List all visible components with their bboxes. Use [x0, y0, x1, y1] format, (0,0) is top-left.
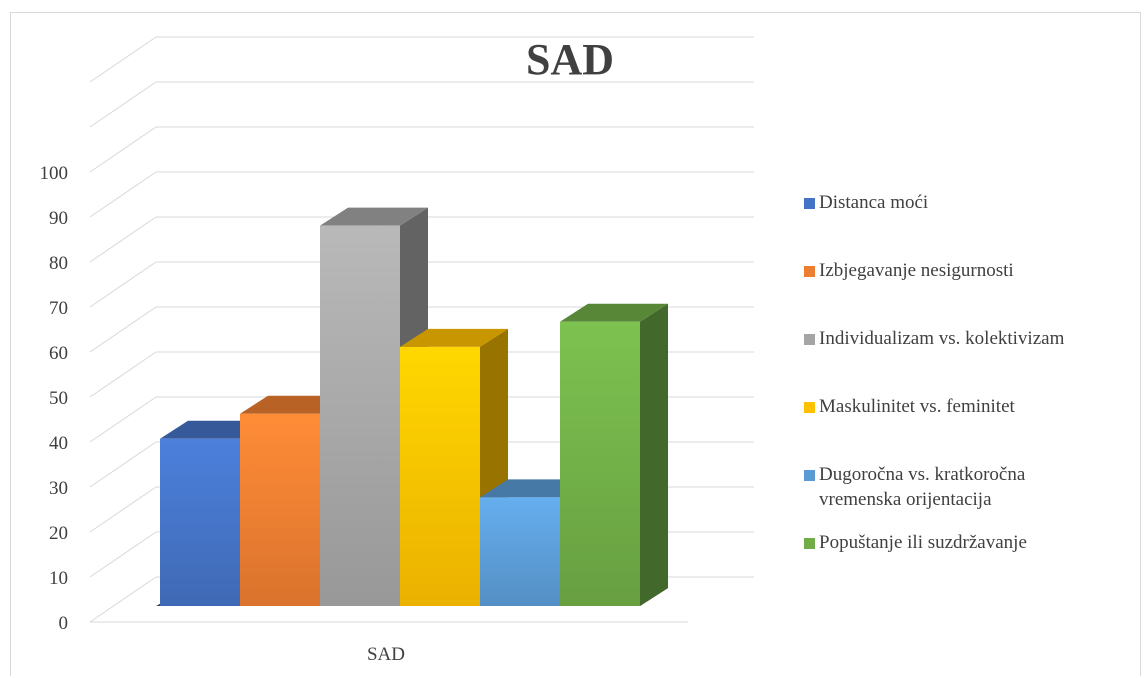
y-tick-label: 20 [49, 523, 68, 544]
gridline-side [89, 351, 157, 398]
gridline-side [89, 216, 157, 263]
bar-front [560, 321, 640, 606]
y-tick-label: 30 [49, 478, 68, 499]
legend-item: Distanca moći [804, 190, 928, 215]
legend-label: Individualizam vs. kolektivizam [819, 328, 1065, 349]
y-tick-label: 80 [49, 253, 68, 274]
legend-label: Dugoročna vs. kratkoročna vremenska orij… [819, 464, 1026, 510]
gridline-side [89, 81, 157, 128]
legend-label: Izbjegavanje nesigurnosti [819, 260, 1014, 281]
bar-top [560, 303, 668, 322]
bar-front [480, 497, 560, 606]
y-axis-ticks: 0 10 20 30 40 50 60 70 80 90 100 [40, 163, 69, 634]
legend-item: Popuštanje ili suzdržavanje [804, 530, 1027, 555]
legend-label: Distanca moći [819, 192, 929, 213]
gridline-side [89, 396, 157, 443]
legend-swatch [804, 334, 815, 345]
legend-item: Izbjegavanje nesigurnosti [804, 258, 1014, 283]
y-tick-label: 70 [49, 298, 68, 319]
y-tick-label: 90 [49, 208, 68, 229]
gridline-side [89, 306, 157, 353]
legend-swatch [804, 470, 815, 481]
legend-label: Maskulinitet vs. feminitet [819, 396, 1015, 417]
bar-top [400, 328, 508, 347]
bar-front [160, 438, 240, 606]
legend-swatch [804, 402, 815, 413]
gridline-side [89, 36, 157, 83]
bar-front [320, 225, 400, 606]
legend-item: Individualizam vs. kolektivizam [804, 326, 1064, 351]
bar-front [240, 413, 320, 606]
x-category-label: SAD [367, 644, 405, 665]
legend-swatch [804, 198, 815, 209]
y-tick-label: 10 [49, 568, 68, 589]
gridline-side [89, 531, 157, 578]
legend-swatch [804, 538, 815, 549]
y-tick-label: 0 [59, 613, 69, 634]
y-tick-label: 100 [40, 163, 69, 184]
gridline-side [89, 486, 157, 533]
chart-title: SAD [526, 35, 614, 84]
gridline-side [89, 261, 157, 308]
legend-label: Popuštanje ili suzdržavanje [819, 532, 1027, 553]
gridline-side [89, 441, 157, 488]
bars [160, 207, 668, 606]
gridline-side [89, 576, 157, 623]
y-tick-label: 40 [49, 433, 68, 454]
bar-top [320, 207, 428, 226]
legend-item: Maskulinitet vs. feminitet [804, 394, 1015, 419]
gridline-side [89, 126, 157, 173]
legend-item: Dugoročna vs. kratkoročna vremenska orij… [804, 462, 1025, 512]
gridline-side [89, 171, 157, 218]
y-tick-label: 60 [49, 343, 68, 364]
bar-side [640, 303, 668, 606]
bar-6 [560, 303, 668, 606]
bar-front [400, 346, 480, 606]
legend-swatch [804, 266, 815, 277]
bar-4 [400, 328, 508, 606]
y-tick-label: 50 [49, 388, 68, 409]
